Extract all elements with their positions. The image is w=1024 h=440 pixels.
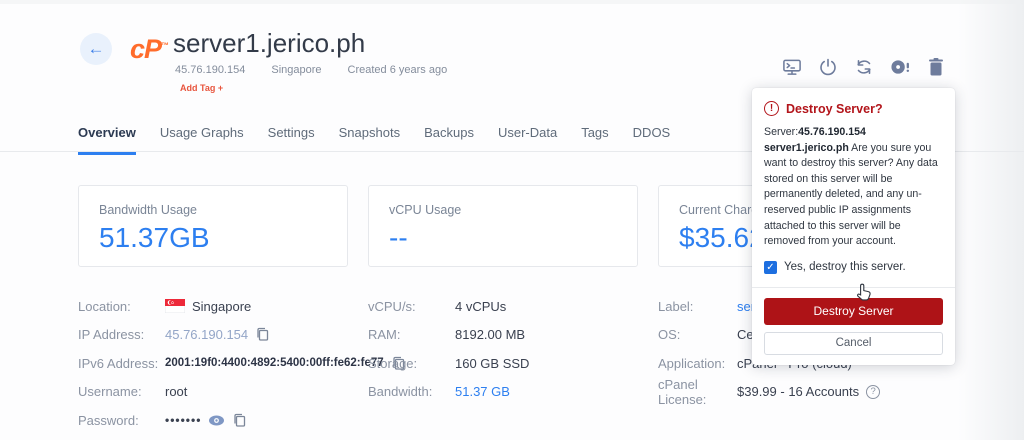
tab-backups[interactable]: Backups [424,125,474,140]
ram-value: 8192.00 MB [455,327,526,343]
power-icon [820,58,836,76]
help-icon[interactable]: ? [866,384,881,399]
bandwidth-usage-card: Bandwidth Usage 51.37GB [78,185,348,267]
singapore-flag-icon [165,299,185,314]
tab-user-data[interactable]: User-Data [497,125,558,140]
reinstall-button[interactable] [854,57,874,77]
tab-bottom-divider [0,151,1024,152]
vcpu-usage-card: vCPU Usage -- [368,185,638,267]
iso-button[interactable] [890,57,910,77]
detail-bandwidth: Bandwidth: 51.37 GB [368,384,510,400]
destroy-confirm-label: Yes, destroy this server. [784,261,906,274]
copy-password-button[interactable] [232,413,247,428]
detail-location: Location: Singapore [78,298,252,314]
server-meta: 45.76.190.154 Singapore Created 6 years … [175,64,447,76]
window-top-edge [0,0,1024,4]
page-title: server1.jerico.ph [173,28,366,58]
add-tag-link[interactable]: Add Tag + [180,83,224,93]
iso-icon [891,60,910,74]
detail-vcpus: vCPU/s: 4 vCPUs [368,298,507,314]
ip-address-value: 45.76.190.154 [165,327,249,343]
server-header: ← cP™ server1.jerico.ph 45.76.190.154 Si… [0,28,1024,100]
current-charge-value: $35.62 [679,222,765,253]
vcpus-value: 4 vCPUs [455,298,507,314]
console-icon [783,59,801,75]
tab-usage-graphs[interactable]: Usage Graphs [159,125,244,140]
detail-username: Username: root [78,384,188,400]
back-arrow-icon: ← [87,39,105,58]
trash-icon [929,58,943,76]
location-value: Singapore [192,298,252,314]
copy-icon [234,413,246,427]
console-button[interactable] [782,57,802,77]
details-column-resources: vCPU/s: 4 vCPUs RAM: 8192.00 MB Storage:… [368,292,648,406]
cpanel-license-value: $39.99 - 16 Accounts [737,384,860,400]
show-password-button[interactable] [208,414,225,427]
copy-ipv6-button[interactable] [391,356,406,371]
dialog-header: ! Destroy Server? [764,101,943,116]
dialog-server-identity: 45.76.190.154 server1.jerico.ph [764,126,866,154]
copy-ip-button[interactable] [255,327,270,342]
server-ip: 45.76.190.154 [175,64,246,76]
destroy-confirm-row[interactable]: ✓ Yes, destroy this server. [764,260,943,274]
trash-button[interactable] [926,57,946,77]
bandwidth-usage-value: 51.37GB [99,222,210,253]
eye-icon [209,415,225,426]
server-location: Singapore [271,64,322,76]
copy-icon [257,328,269,341]
destroy-server-dialog: ! Destroy Server? Server:45.76.190.154 s… [752,88,955,365]
cpanel-logo: cP™ [130,34,170,64]
power-button[interactable] [818,57,838,77]
card-title: Bandwidth Usage [99,203,197,217]
detail-storage: Storage: 160 GB SSD [368,355,530,371]
vcpu-usage-value: -- [389,222,408,253]
copy-icon [392,356,404,370]
back-button[interactable]: ← [80,33,112,65]
card-title: Current Charge [679,203,766,217]
detail-ip-address: IP Address: 45.76.190.154 [78,321,368,350]
detail-password: Password: ••••••• [78,406,368,435]
server-action-bar [782,57,946,77]
storage-value: 160 GB SSD [455,355,530,371]
destroy-confirm-checkbox[interactable]: ✓ [764,260,777,274]
tab-bar: Overview Usage Graphs Settings Snapshots… [78,125,670,155]
detail-ram: RAM: 8192.00 MB [368,327,526,343]
ipv6-address-value: 2001:19f0:4400:4892:5400:00ff:fe62:fe77 [165,357,384,370]
dialog-divider [752,286,955,288]
username-value: root [165,384,188,400]
detail-cpanel-license: cPanel License: $39.99 - 16 Accounts ? [658,377,988,407]
password-masked-value: ••••••• [165,413,202,428]
dialog-body-text: Server:45.76.190.154 server1.jerico.ph A… [764,126,938,248]
warning-icon: ! [764,101,779,116]
server-created: Created 6 years ago [347,64,448,76]
dialog-title: Destroy Server? [786,101,883,116]
cancel-button[interactable]: Cancel [764,331,943,355]
tab-overview[interactable]: Overview [78,125,136,155]
destroy-server-button[interactable]: Destroy Server [764,297,943,325]
tab-settings[interactable]: Settings [267,125,315,140]
tab-ddos[interactable]: DDOS [632,125,671,140]
card-title: vCPU Usage [389,203,462,217]
detail-ipv6-address: IPv6 Address: 2001:19f0:4400:4892:5400:0… [78,349,404,378]
details-column-network: Location: Singapore IP Address: 45.76.19… [78,292,404,435]
tab-tags[interactable]: Tags [581,125,609,140]
bandwidth-link[interactable]: 51.37 GB [455,384,510,400]
reinstall-icon [857,60,871,74]
tab-snapshots[interactable]: Snapshots [338,125,401,140]
